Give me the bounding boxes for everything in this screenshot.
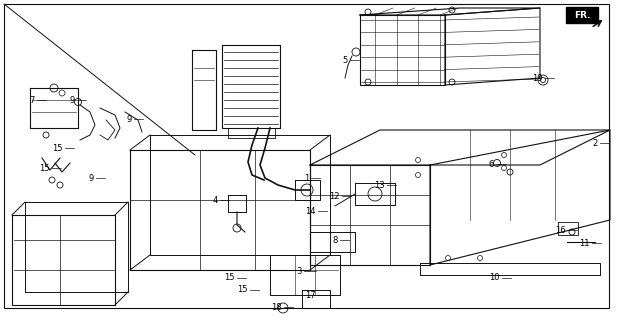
Text: 17: 17 xyxy=(305,291,316,300)
Text: 19: 19 xyxy=(533,74,543,83)
Text: 11: 11 xyxy=(580,238,590,247)
Text: 9: 9 xyxy=(127,115,132,124)
Text: 8: 8 xyxy=(332,236,338,244)
Text: 10: 10 xyxy=(489,274,500,283)
Text: 15: 15 xyxy=(40,164,50,172)
Text: 12: 12 xyxy=(329,191,340,201)
Text: 6: 6 xyxy=(489,159,494,169)
Text: 7: 7 xyxy=(30,95,35,105)
Text: 3: 3 xyxy=(297,267,302,276)
FancyBboxPatch shape xyxy=(566,7,598,23)
Text: 4: 4 xyxy=(213,196,218,204)
Text: 9: 9 xyxy=(89,173,94,182)
Text: 2: 2 xyxy=(593,139,598,148)
Text: 15: 15 xyxy=(224,274,235,283)
Text: 9: 9 xyxy=(70,95,75,105)
Text: 15: 15 xyxy=(53,143,63,153)
Text: 18: 18 xyxy=(271,302,282,311)
Text: 16: 16 xyxy=(556,226,566,235)
Text: 13: 13 xyxy=(375,180,385,189)
Text: 15: 15 xyxy=(237,285,248,294)
Text: FR.: FR. xyxy=(574,11,590,20)
Text: 1: 1 xyxy=(304,173,309,182)
Text: 14: 14 xyxy=(305,206,316,215)
Text: 5: 5 xyxy=(343,55,348,65)
